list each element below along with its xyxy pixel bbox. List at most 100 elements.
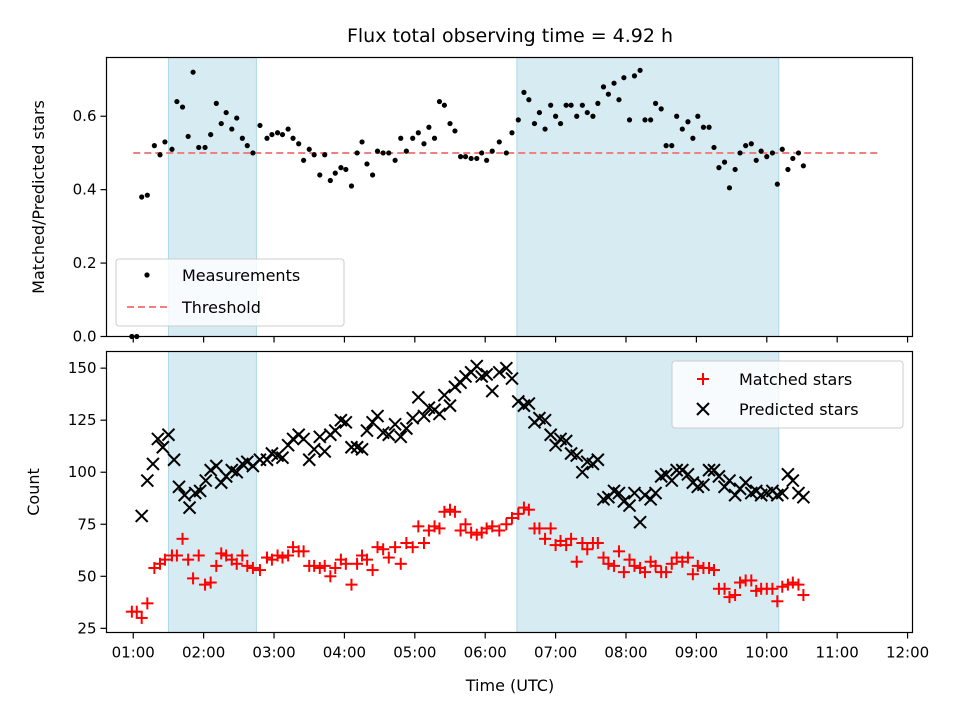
matched-star-point	[204, 576, 217, 589]
matched-star-point	[324, 570, 337, 583]
measurement-point	[706, 124, 712, 130]
measurement-point	[800, 163, 806, 169]
matched-star-point	[612, 545, 625, 558]
predicted-star-point	[417, 409, 431, 423]
measurement-point	[785, 166, 791, 173]
predicted-star-point	[411, 390, 426, 404]
predicted-star-point	[702, 463, 716, 477]
predicted-star-point	[492, 365, 507, 380]
measurement-point	[169, 146, 175, 152]
count-ytick-label: 125	[68, 411, 97, 429]
count-ytick-label: 100	[68, 463, 97, 481]
matched-star-point	[199, 578, 212, 591]
measurement-point	[332, 170, 338, 176]
ratio-legend: Measurements Threshold	[115, 258, 345, 327]
measurement-point	[257, 122, 263, 129]
measurement-point	[223, 109, 229, 116]
predicted-star-point	[681, 467, 695, 482]
predicted-star-point	[156, 440, 170, 454]
measurement-point	[208, 131, 214, 138]
measurement-point	[317, 172, 323, 178]
predicted-star-point	[370, 409, 385, 423]
measurement-point	[474, 155, 480, 162]
predicted-star-point	[559, 434, 573, 448]
matched-star-point	[539, 532, 552, 545]
measurement-point	[296, 141, 302, 147]
predicted-star-point	[167, 453, 181, 467]
matched-star-point	[141, 597, 154, 610]
measurement-point	[669, 143, 675, 149]
measurement-point	[484, 157, 490, 163]
measurement-point	[139, 194, 145, 200]
measurement-point	[595, 100, 601, 106]
matched-star-point	[691, 559, 704, 572]
ratio-y-axis-label: Matched/Predicted stars	[29, 100, 48, 294]
measurement-point	[679, 126, 685, 132]
measurement-point	[637, 67, 643, 73]
matched-star-point	[597, 551, 610, 564]
matched-star-point	[776, 580, 789, 593]
predicted-star-point	[394, 430, 408, 444]
matched-star-point	[649, 559, 662, 572]
ratio-ytick-label: 0.0	[73, 328, 97, 346]
predicted-star-point	[669, 463, 684, 477]
predicted-star-point	[443, 398, 457, 413]
matched-star-point	[406, 541, 419, 554]
x-tick-label: 12:00	[886, 644, 929, 662]
matched-star-point	[766, 582, 779, 595]
measurement-point	[185, 133, 191, 140]
matched-star-point	[480, 522, 493, 535]
count-ytick-label: 50	[77, 567, 96, 585]
measurement-point	[652, 100, 659, 106]
predicted-star-point	[499, 361, 514, 375]
measurement-point	[244, 143, 250, 149]
ratio-panel-frame	[105, 56, 914, 338]
measurement-point	[642, 117, 648, 123]
matched-star-point	[318, 559, 331, 572]
measurement-point	[685, 119, 691, 125]
matched-star-point	[734, 576, 747, 589]
measurement-point	[726, 185, 733, 191]
matched-star-point	[454, 524, 467, 537]
x-tick-label: 04:00	[323, 644, 366, 662]
measurement-point	[322, 152, 328, 158]
measurement-point	[196, 144, 202, 151]
ratio-ytick-label: 0.2	[73, 254, 97, 272]
measurement-point	[769, 150, 776, 156]
predicted-star-point	[382, 428, 396, 442]
measurement-point	[743, 143, 749, 149]
measurement-point	[410, 135, 416, 141]
measurement-point	[553, 113, 559, 119]
matched-star-point	[308, 559, 321, 572]
matched-star-point	[297, 545, 310, 558]
matched-star-point	[565, 532, 578, 545]
predicted-star-point	[511, 394, 526, 409]
measurement-point	[380, 150, 386, 156]
measurement-point	[447, 120, 453, 127]
measurement-point	[421, 141, 427, 147]
measurement-point	[426, 124, 432, 130]
predicted-star-point	[230, 465, 244, 479]
measurement-point	[239, 135, 245, 141]
measurement-point	[663, 143, 669, 149]
matched-star-point	[465, 526, 478, 539]
predicted-star-point	[796, 490, 811, 504]
predicted-star-point	[286, 432, 300, 446]
measurement-point	[479, 150, 485, 156]
legend-predicted-label: Predicted stars	[739, 400, 859, 419]
ratio-ytick-label: 0.4	[73, 181, 97, 199]
count-ytick-label: 150	[68, 359, 97, 377]
matched-star-point	[459, 518, 472, 531]
measurement-point	[364, 161, 370, 167]
matched-star-point	[253, 564, 266, 577]
measurement-point	[290, 135, 296, 141]
measurement-point	[157, 152, 163, 158]
measurement-point	[584, 109, 590, 116]
predicted-star-point	[665, 473, 679, 488]
matched-star-point	[581, 543, 594, 556]
measurement-point	[621, 75, 627, 81]
matched-star-point	[170, 549, 183, 562]
matched-star-point	[608, 559, 621, 572]
measurement-point	[359, 139, 365, 145]
measurement-point	[509, 130, 515, 136]
